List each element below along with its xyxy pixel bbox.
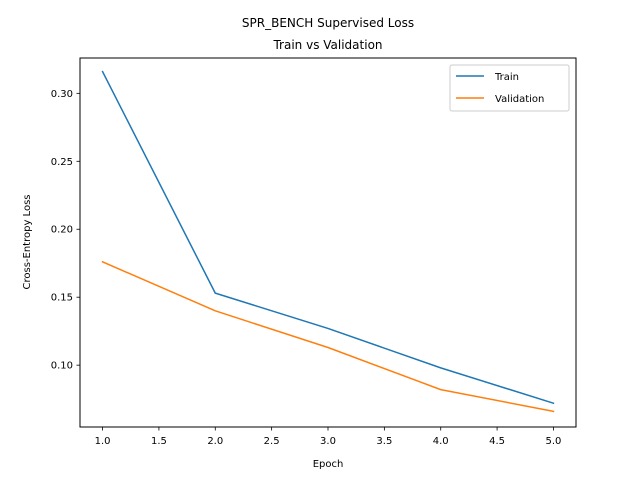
chart-title-line-1: SPR_BENCH Supervised Loss [242,16,414,30]
x-tick-label: 1.0 [95,436,111,447]
y-tick-label: 0.10 [51,361,73,372]
x-tick-label: 2.0 [207,436,223,447]
series-line-train [101,70,555,405]
y-tick-label: 0.30 [51,89,73,100]
x-tick-label: 4.5 [489,436,505,447]
series-line-validation [101,260,555,413]
x-axis-label: Epoch [313,459,344,470]
legend: Train Validation [449,64,570,112]
plot-area [80,58,576,427]
y-axis-ticks: 0.10 0.15 0.20 0.25 0.30 [51,89,80,372]
y-tick-label: 0.25 [51,157,73,168]
x-tick-label: 4.0 [433,436,449,447]
legend-label-train: Train [494,72,519,83]
x-tick-label: 2.5 [264,436,280,447]
x-tick-label: 3.5 [376,436,392,447]
x-tick-label: 1.5 [151,436,167,447]
legend-label-validation: Validation [495,94,544,105]
chart-title-line-2: Train vs Validation [272,38,382,52]
y-tick-label: 0.15 [51,293,73,304]
x-tick-label: 3.0 [320,436,336,447]
plot-frame [79,57,577,428]
y-tick-label: 0.20 [51,225,73,236]
y-axis-label: Cross-Entropy Loss [22,195,33,290]
x-axis-ticks: 1.0 1.5 2.0 2.5 3.0 3.5 4.0 4.5 5.0 [95,427,562,447]
x-tick-label: 5.0 [546,436,562,447]
series-lines [101,70,555,413]
